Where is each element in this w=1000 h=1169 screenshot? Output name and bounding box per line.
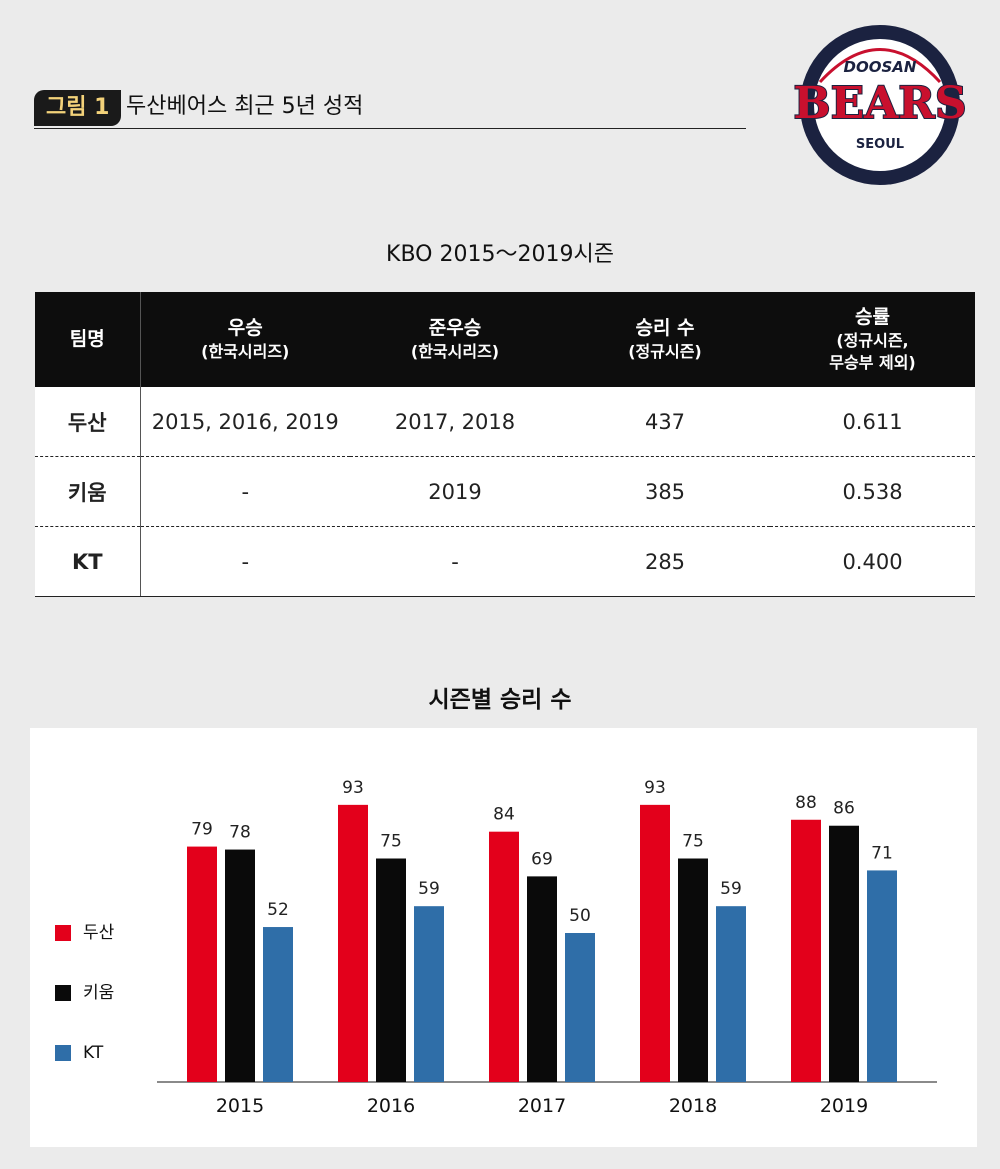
record-table: 팀명 우승 (한국시리즈) 준우승 (한국시리즈) 승리 수 (정규시즌) 승률 (정규… bbox=[35, 292, 975, 597]
cell-runner-up: - bbox=[350, 526, 560, 597]
x-tick-label: 2016 bbox=[367, 1095, 415, 1117]
data-label: 93 bbox=[644, 778, 666, 798]
bar bbox=[225, 849, 255, 1082]
figure-header: 그림 1 두산베어스 최근 5년 성적 bbox=[34, 86, 746, 129]
bar bbox=[489, 831, 519, 1082]
data-label: 50 bbox=[569, 906, 591, 926]
table-row: 두산 2015, 2016, 2019 2017, 2018 437 0.611 bbox=[35, 387, 975, 457]
legend-swatch bbox=[55, 1045, 71, 1061]
figure-badge: 그림 1 bbox=[34, 90, 122, 126]
data-label: 59 bbox=[418, 879, 440, 899]
data-label: 69 bbox=[531, 849, 553, 869]
legend-label: 두산 bbox=[83, 923, 115, 943]
cell-team: KT bbox=[35, 526, 141, 597]
chart-panel: 79 78 52 2015 93 75 59 2016 84 69 50 2017 93 75 59 2018… bbox=[30, 728, 977, 1147]
cell-champion: 2015, 2016, 2019 bbox=[140, 387, 350, 457]
bar-chart: 79 78 52 2015 93 75 59 2016 84 69 50 2017 93 75 59 2018… bbox=[157, 778, 937, 1117]
header-runner-up: 준우승 (한국시리즈) bbox=[350, 292, 560, 387]
data-label: 93 bbox=[342, 778, 364, 798]
header-wins: 승리 수 (정규시즌) bbox=[560, 292, 770, 387]
data-label: 52 bbox=[267, 900, 289, 920]
cell-win-rate: 0.538 bbox=[770, 456, 975, 527]
bar bbox=[678, 858, 708, 1082]
header-team: 팀명 bbox=[35, 292, 141, 387]
bar bbox=[829, 825, 859, 1082]
cell-wins: 285 bbox=[560, 526, 770, 597]
cell-runner-up: 2019 bbox=[350, 456, 560, 527]
table-row: 키움 - 2019 385 0.538 bbox=[35, 456, 975, 527]
data-label: 86 bbox=[833, 799, 855, 819]
chart-title: 시즌별 승리 수 bbox=[428, 687, 572, 713]
cell-win-rate: 0.611 bbox=[770, 387, 975, 457]
x-tick-label: 2015 bbox=[216, 1095, 264, 1117]
data-label: 84 bbox=[493, 805, 515, 825]
figure-title: 두산베어스 최근 5년 성적 bbox=[126, 94, 364, 119]
bar bbox=[640, 804, 670, 1082]
bar bbox=[867, 870, 897, 1082]
data-label: 88 bbox=[795, 793, 817, 813]
table-title: KBO 2015～2019시즌 bbox=[386, 242, 614, 267]
logo-main-text: BEARS bbox=[793, 78, 966, 129]
data-label: 79 bbox=[191, 820, 213, 840]
bar bbox=[187, 846, 217, 1082]
bar bbox=[414, 906, 444, 1082]
bar bbox=[338, 804, 368, 1082]
cell-wins: 385 bbox=[560, 456, 770, 527]
table-row: KT - - 285 0.400 bbox=[35, 526, 975, 597]
logo-top-text: DOOSAN bbox=[844, 58, 917, 76]
bar bbox=[716, 906, 746, 1082]
bar bbox=[376, 858, 406, 1082]
cell-team: 키움 bbox=[35, 456, 141, 527]
legend-swatch bbox=[55, 925, 71, 941]
x-tick-label: 2017 bbox=[518, 1095, 566, 1117]
legend-label: KT bbox=[83, 1043, 104, 1063]
cell-champion: - bbox=[140, 526, 350, 597]
data-label: 59 bbox=[720, 879, 742, 899]
bar bbox=[791, 819, 821, 1082]
header-champion: 우승 (한국시리즈) bbox=[140, 292, 350, 387]
cell-team: 두산 bbox=[35, 387, 141, 457]
legend-label: 키움 bbox=[83, 983, 115, 1003]
cell-win-rate: 0.400 bbox=[770, 526, 975, 597]
x-tick-label: 2018 bbox=[669, 1095, 717, 1117]
x-tick-label: 2019 bbox=[820, 1095, 868, 1117]
legend-swatch bbox=[55, 985, 71, 1001]
logo-bottom-text: SEOUL bbox=[856, 137, 904, 152]
data-label: 75 bbox=[380, 832, 402, 852]
bears-logo: DOOSAN BEARS SEOUL bbox=[780, 22, 980, 188]
bar bbox=[527, 876, 557, 1082]
data-label: 78 bbox=[229, 823, 251, 843]
cell-champion: - bbox=[140, 456, 350, 527]
cell-runner-up: 2017, 2018 bbox=[350, 387, 560, 457]
bar bbox=[565, 933, 595, 1082]
bar bbox=[263, 927, 293, 1082]
cell-wins: 437 bbox=[560, 387, 770, 457]
data-label: 71 bbox=[871, 843, 893, 863]
header-win-rate: 승률 (정규시즌, 무승부 제외) bbox=[770, 292, 975, 387]
data-label: 75 bbox=[682, 832, 704, 852]
table-header-row: 팀명 우승 (한국시리즈) 준우승 (한국시리즈) 승리 수 (정규시즌) 승률 (정규… bbox=[35, 292, 975, 387]
